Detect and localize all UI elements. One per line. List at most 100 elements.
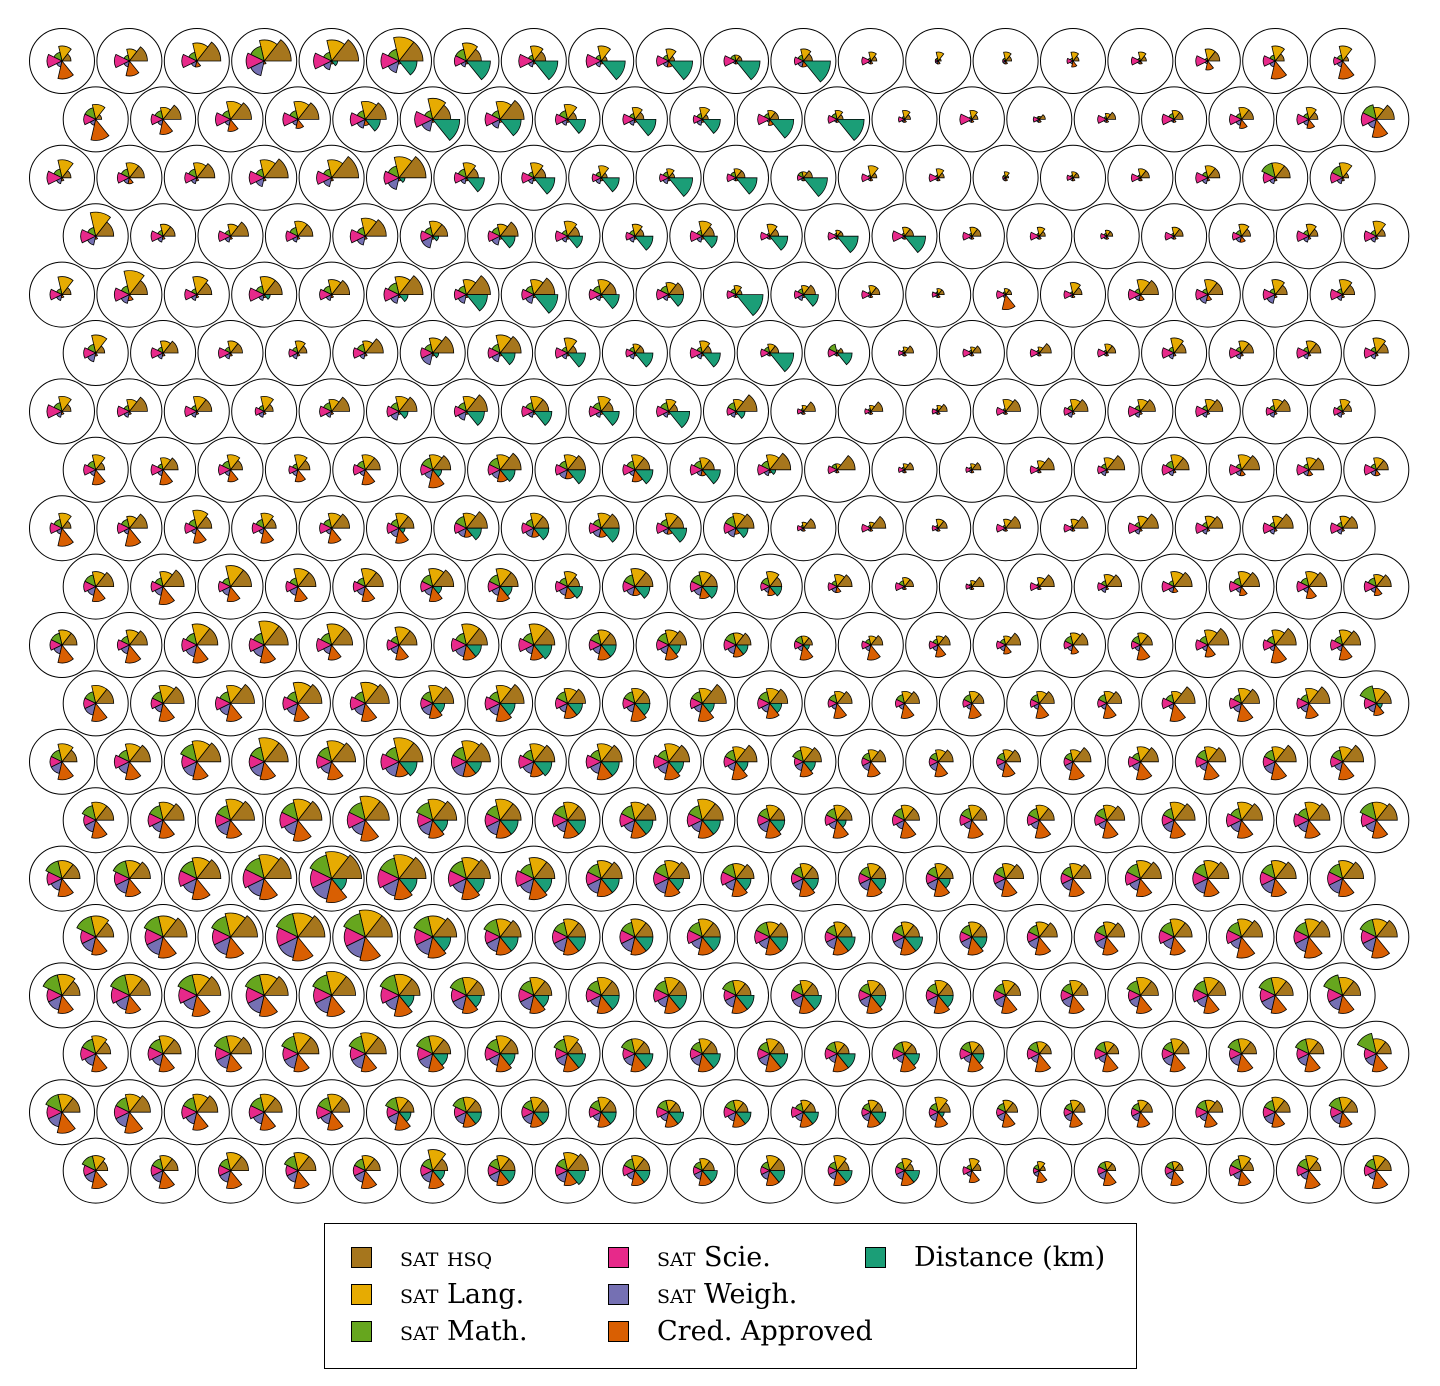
som-node <box>332 1020 399 1087</box>
wedge-scie <box>116 639 131 651</box>
som-node <box>1174 612 1241 678</box>
legend-prefix: sat <box>400 1279 439 1310</box>
wedge-lang <box>1338 45 1353 62</box>
wedge-weigh <box>190 293 198 301</box>
wedge-weigh <box>250 60 265 77</box>
som-node <box>1174 495 1241 562</box>
wedge-weigh <box>255 177 265 188</box>
wedge-lang <box>159 223 172 238</box>
som-node <box>669 203 736 270</box>
legend-item-lang: sat Lang. <box>351 1279 524 1310</box>
wedge-scie <box>1032 116 1041 123</box>
wedge-credits <box>57 527 74 547</box>
wedge-scie <box>1127 288 1142 301</box>
wedge-hsq <box>971 462 982 471</box>
wedge-scie <box>80 229 97 244</box>
som-node <box>938 670 1005 737</box>
wedge-credits <box>1172 118 1177 123</box>
wedge-credits <box>869 410 874 415</box>
som-node <box>1343 787 1410 854</box>
som-node <box>163 1079 230 1146</box>
wedge-hsq <box>971 576 985 587</box>
wedge-credits <box>970 352 975 357</box>
som-node <box>871 553 938 620</box>
wedge-scie <box>962 231 973 241</box>
wedge-lang <box>126 515 138 530</box>
som-node <box>1275 86 1342 153</box>
wedge-credits <box>159 468 174 486</box>
wedge-lang <box>428 568 445 588</box>
legend-swatch-weigh <box>608 1284 629 1305</box>
wedge-scie <box>114 53 131 69</box>
som-node <box>130 86 197 153</box>
wedge-scie <box>218 580 232 593</box>
wedge-credits <box>1375 352 1379 357</box>
som-node <box>467 320 534 386</box>
wedge-lang <box>58 512 72 530</box>
wedge-lang <box>192 509 209 530</box>
legend-swatch-hsq <box>351 1247 372 1268</box>
som-node <box>467 1137 534 1204</box>
som-node <box>871 670 938 737</box>
som-node <box>1107 28 1174 94</box>
wedge-weigh <box>1201 410 1209 418</box>
som-node <box>1141 203 1208 270</box>
som-node <box>804 203 871 270</box>
wedge-credits <box>1071 176 1076 182</box>
som-node <box>1343 1137 1410 1204</box>
wedge-hsq <box>1105 455 1126 471</box>
som-node <box>29 28 95 94</box>
wedge-weigh <box>595 177 602 185</box>
som-node <box>298 28 365 94</box>
wedge-distance <box>499 352 516 366</box>
som-node <box>467 670 534 737</box>
wedge-credits <box>1071 527 1076 532</box>
som-node <box>96 261 163 328</box>
wedge-credits <box>227 118 239 132</box>
wedge-credits <box>970 118 975 123</box>
wedge-scie <box>1029 348 1041 358</box>
wedge-weigh <box>190 410 198 418</box>
wedge-scie <box>386 405 400 418</box>
wedge-weigh <box>491 118 501 129</box>
wedge-credits <box>1004 176 1009 182</box>
som-node <box>635 1079 702 1146</box>
wedge-scie <box>793 640 805 650</box>
wedge-hsq <box>465 511 488 529</box>
wedge-weigh <box>696 352 703 360</box>
wedge-credits <box>1307 235 1312 240</box>
wedge-credits <box>496 585 511 602</box>
wedge-hsq <box>903 462 914 471</box>
wedge-scie <box>487 464 502 476</box>
wedge-hsq <box>229 221 249 237</box>
som-node <box>1275 436 1342 503</box>
som-node <box>399 670 466 737</box>
wedge-weigh <box>763 469 771 477</box>
wedge-credits <box>937 293 941 298</box>
wedge-distance <box>768 352 795 373</box>
wedge-weigh <box>291 235 299 243</box>
wedge-scie <box>625 231 636 241</box>
wedge-lang <box>462 512 477 530</box>
som-node <box>804 787 871 854</box>
som-node <box>130 1137 197 1204</box>
som-node <box>1208 670 1275 737</box>
wedge-hsq <box>364 683 390 704</box>
som-node <box>1073 86 1140 153</box>
wedge-scie <box>723 522 737 534</box>
wedge-scie <box>1330 288 1344 301</box>
wedge-scie <box>892 230 906 242</box>
wedge-credits <box>835 468 840 474</box>
wedge-scie <box>1330 639 1344 651</box>
som-node <box>29 144 95 211</box>
wedge-scie <box>285 580 299 593</box>
wedge-scie <box>1195 405 1209 418</box>
wedge-lang <box>123 270 145 296</box>
som-node <box>568 1079 635 1146</box>
som-node <box>1073 904 1140 970</box>
som-node <box>332 670 399 737</box>
wedge-weigh <box>527 410 535 418</box>
wedge-lang <box>361 454 376 471</box>
wedge-weigh <box>390 293 400 304</box>
som-node <box>905 962 972 1029</box>
